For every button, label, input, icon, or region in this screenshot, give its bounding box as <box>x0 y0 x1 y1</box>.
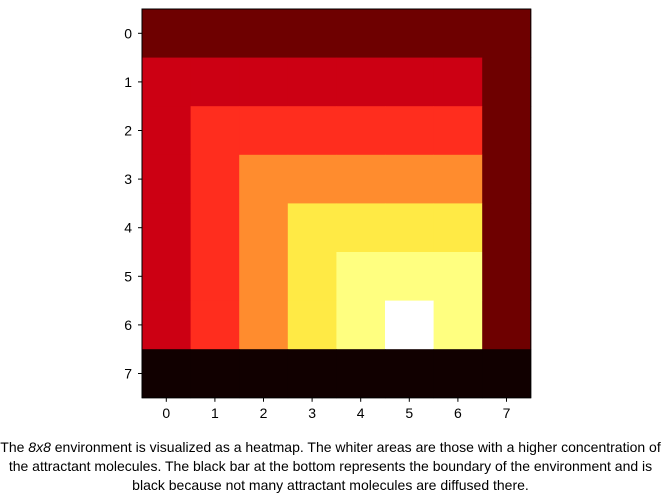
heatmap-cell-r0-c3 <box>287 9 337 58</box>
heatmap-cell-r7-c5 <box>385 349 434 399</box>
heatmap-cell-r3-c0 <box>142 154 191 204</box>
heatmap-cell-r5-c6 <box>433 252 483 301</box>
heatmap-cell-r0-c1 <box>190 9 240 58</box>
heatmap-cell-r7-c1 <box>190 349 240 399</box>
y-tick-label-2: 2 <box>124 123 132 139</box>
heatmap-cell-r2-c1 <box>190 106 240 156</box>
heatmap-cell-r6-c0 <box>142 300 191 350</box>
caption-emphasis: 8x8 <box>28 439 51 455</box>
heatmap-cell-r6-c3 <box>287 300 337 350</box>
y-tick-label-3: 3 <box>124 171 132 187</box>
heatmap-cell-r3-c4 <box>336 154 386 204</box>
heatmap-cell-r7-c7 <box>482 349 532 399</box>
caption-part-1: The <box>0 439 29 455</box>
heatmap-cell-r6-c7 <box>482 300 532 350</box>
heatmap-cell-r2-c3 <box>287 106 337 156</box>
heatmap-cell-r0-c0 <box>142 9 191 58</box>
y-tick-label-7: 7 <box>124 366 132 382</box>
heatmap-cell-r6-c1 <box>190 300 240 350</box>
heatmap-cell-r4-c0 <box>142 203 191 253</box>
heatmap-cell-r4-c3 <box>287 203 337 253</box>
heatmap-cell-r0-c5 <box>385 9 434 58</box>
heatmap-cell-r1-c5 <box>385 57 434 107</box>
y-tick-label-5: 5 <box>124 268 132 284</box>
heatmap-cell-r3-c2 <box>239 154 289 204</box>
x-axis-ticks: 0 1 2 3 4 5 6 7 <box>162 397 511 421</box>
y-tick-label-4: 4 <box>124 220 132 236</box>
heatmap-cell-r2-c6 <box>433 106 483 156</box>
x-tick-label-6: 6 <box>454 405 462 421</box>
heatmap-cell-r0-c4 <box>336 9 386 58</box>
heatmap-cell-r5-c2 <box>239 252 289 301</box>
heatmap-cell-r4-c6 <box>433 203 483 253</box>
heatmap-cell-r0-c7 <box>482 9 532 58</box>
heatmap-cell-r3-c6 <box>433 154 483 204</box>
y-axis-ticks: 0 1 2 3 4 5 6 7 <box>124 25 142 382</box>
heatmap-cell-r7-c2 <box>239 349 289 399</box>
heatmap-cell-r1-c1 <box>190 57 240 107</box>
heatmap-cell-r7-c6 <box>433 349 483 399</box>
caption-part-2: environment is visualized as a heatmap. … <box>8 439 661 493</box>
heatmap-cell-r2-c2 <box>239 106 289 156</box>
heatmap-cell-r5-c0 <box>142 252 191 301</box>
heatmap-cell-r6-c6 <box>433 300 483 350</box>
heatmap-cell-r2-c0 <box>142 106 191 156</box>
plot-frame <box>141 8 532 399</box>
heatmap-cell-r4-c4 <box>336 203 386 253</box>
heatmap-cell-r2-c5 <box>385 106 434 156</box>
heatmap-cell-r1-c3 <box>287 57 337 107</box>
heatmap-cell-r2-c7 <box>482 106 532 156</box>
heatmap-cells <box>142 9 532 399</box>
heatmap-cell-r7-c4 <box>336 349 386 399</box>
heatmap-cell-r3-c1 <box>190 154 240 204</box>
heatmap-cell-r0-c6 <box>433 9 483 58</box>
heatmap-cell-r5-c7 <box>482 252 532 301</box>
x-tick-label-0: 0 <box>162 405 170 421</box>
y-tick-label-0: 0 <box>124 25 132 41</box>
y-tick-label-1: 1 <box>124 74 132 90</box>
heatmap-cell-r6-c2 <box>239 300 289 350</box>
x-tick-label-4: 4 <box>357 405 365 421</box>
heatmap-cell-r5-c1 <box>190 252 240 301</box>
heatmap-cell-r4-c1 <box>190 203 240 253</box>
heatmap-cell-r7-c3 <box>287 349 337 399</box>
x-tick-label-5: 5 <box>405 405 413 421</box>
x-tick-label-1: 1 <box>211 405 219 421</box>
heatmap-cell-r4-c5 <box>385 203 434 253</box>
heatmap-cell-r1-c0 <box>142 57 191 107</box>
heatmap-cell-r5-c5 <box>385 252 434 301</box>
x-tick-label-2: 2 <box>260 405 268 421</box>
heatmap-cell-r1-c7 <box>482 57 532 107</box>
heatmap-cell-r6-c4 <box>336 300 386 350</box>
heatmap-cell-r4-c2 <box>239 203 289 253</box>
heatmap-cell-r3-c5 <box>385 154 434 204</box>
heatmap-cell-r5-c4 <box>336 252 386 301</box>
heatmap-cell-r1-c2 <box>239 57 289 107</box>
heatmap-cell-r2-c4 <box>336 106 386 156</box>
heatmap-cell-r0-c2 <box>239 9 289 58</box>
heatmap-cell-r1-c4 <box>336 57 386 107</box>
x-tick-label-7: 7 <box>503 405 511 421</box>
x-tick-label-3: 3 <box>308 405 316 421</box>
heatmap-cell-r3-c3 <box>287 154 337 204</box>
heatmap-chart: 0 1 2 3 4 5 6 7 0 1 2 3 4 5 6 7 <box>124 8 532 421</box>
y-tick-label-6: 6 <box>124 317 132 333</box>
heatmap-cell-r7-c0 <box>142 349 191 399</box>
heatmap-cell-r4-c7 <box>482 203 532 253</box>
figure-caption: The 8x8 environment is visualized as a h… <box>0 438 661 495</box>
heatmap-cell-r3-c7 <box>482 154 532 204</box>
heatmap-cell-r5-c3 <box>287 252 337 301</box>
heatmap-cell-r6-c5 <box>385 300 434 350</box>
heatmap-cell-r1-c6 <box>433 57 483 107</box>
